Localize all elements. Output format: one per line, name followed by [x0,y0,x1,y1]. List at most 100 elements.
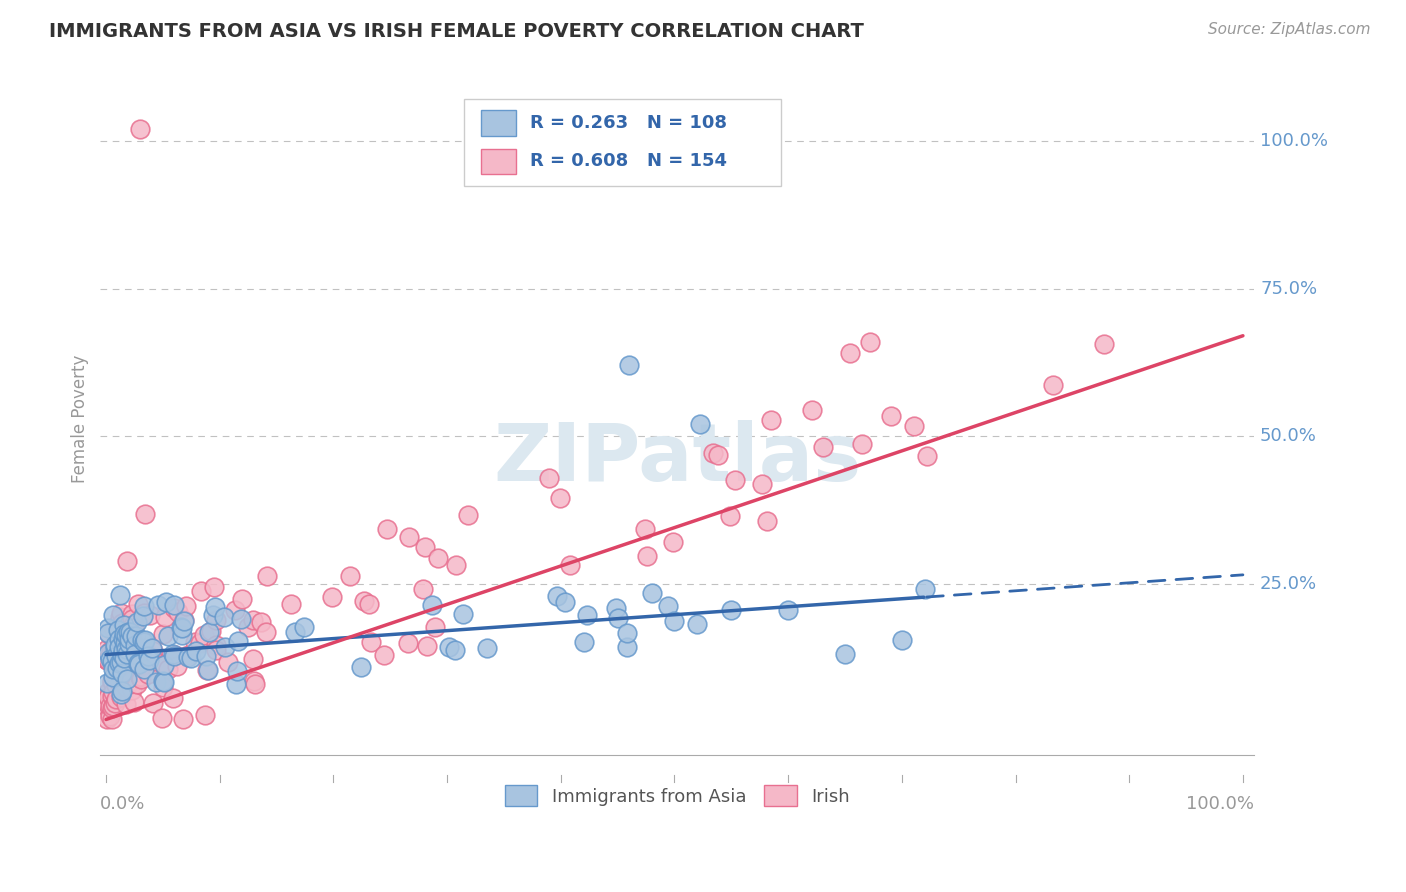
Text: ZIPatlas: ZIPatlas [494,420,862,498]
Point [634,522,657,536]
Legend: Immigrants from Asia, Irish: Immigrants from Asia, Irish [498,778,858,814]
Point [163,649,186,664]
Point [115,672,138,686]
Point [914,582,936,596]
Point [101,675,124,690]
Bar [481,111,516,136]
Point [200,624,222,638]
Point [120,674,142,689]
Point [172,628,194,642]
Point [104,638,127,652]
Point [724,473,747,487]
Point [112,618,135,632]
Point [96,653,118,667]
Point [173,615,195,629]
Point [172,713,194,727]
Point [778,603,800,617]
Point [204,613,226,627]
Point [292,620,315,634]
Point [859,334,882,349]
Point [128,657,150,671]
Point [616,640,638,654]
Point [245,677,267,691]
Point [188,636,211,650]
Point [839,345,862,359]
Point [214,640,236,654]
Point [108,588,131,602]
Point [118,632,141,646]
Point [177,648,200,662]
Point [636,549,658,564]
Point [127,677,149,691]
Point [457,508,479,522]
Point [96,675,118,690]
Bar [481,149,516,174]
Point [202,607,225,622]
Point [98,708,121,723]
Point [124,647,146,661]
Point [98,652,121,666]
Point [915,449,938,463]
Text: R = 0.263   N = 108: R = 0.263 N = 108 [530,114,727,132]
Point [197,663,219,677]
Point [97,646,120,660]
Point [122,618,145,632]
Point [111,666,134,681]
Point [228,634,250,648]
Point [121,607,143,621]
Point [662,534,685,549]
Point [226,664,249,678]
Point [97,698,120,713]
Point [117,622,139,636]
Point [641,586,664,600]
Point [121,612,143,626]
Point [231,592,253,607]
Point [360,635,382,649]
Point [103,607,125,622]
Point [111,616,134,631]
Point [104,678,127,692]
Point [111,648,134,662]
Point [100,654,122,668]
Point [205,643,228,657]
Point [114,655,136,669]
Point [398,530,420,544]
Point [180,650,202,665]
Point [353,594,375,608]
Point [111,684,134,698]
Point [152,680,174,694]
Point [163,601,186,615]
Point [166,658,188,673]
Point [107,623,129,637]
Point [104,649,127,664]
Point [359,597,381,611]
Point [101,670,124,684]
Point [890,632,912,647]
Text: R = 0.608   N = 154: R = 0.608 N = 154 [530,153,727,170]
Point [143,654,166,668]
Point [121,629,143,643]
Point [115,554,138,568]
Point [242,652,264,666]
Point [420,599,443,613]
Point [761,413,783,427]
Point [689,417,711,432]
Point [132,599,155,614]
Point [606,610,628,624]
Point [605,601,627,615]
Point [321,590,343,604]
Point [707,448,730,462]
Point [657,599,679,614]
Point [538,471,561,485]
Point [105,640,128,654]
Point [124,695,146,709]
Point [101,701,124,715]
Point [142,696,165,710]
Point [153,658,176,673]
Point [170,620,193,634]
Point [105,692,128,706]
Point [108,632,131,647]
Point [97,690,120,704]
Point [756,514,779,528]
Point [96,713,118,727]
